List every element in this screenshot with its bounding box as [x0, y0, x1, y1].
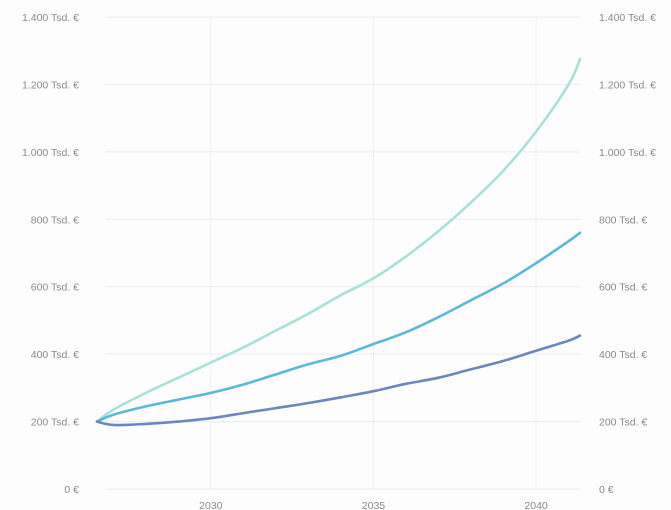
- y-tick-label-left-4: 800 Tsd. €: [31, 214, 79, 226]
- y-tick-label-left-3: 600 Tsd. €: [31, 282, 79, 294]
- y-tick-label-left-5: 1.000 Tsd. €: [22, 147, 79, 159]
- y-tick-label-right-0: 0 €: [599, 484, 614, 496]
- x-tick-label-2040: 2040: [524, 500, 548, 510]
- y-tick-label-left-0: 0 €: [64, 484, 79, 496]
- series-line-1: [95, 57, 582, 423]
- series-line-2: [95, 231, 582, 423]
- y-tick-label-right-2: 400 Tsd. €: [599, 349, 647, 361]
- y-tick-label-right-6: 1.200 Tsd. €: [599, 79, 656, 91]
- y-tick-label-right-3: 600 Tsd. €: [599, 282, 647, 294]
- y-tick-label-right-7: 1.400 Tsd. €: [599, 12, 656, 24]
- y-tick-label-right-5: 1.000 Tsd. €: [599, 147, 656, 159]
- y-tick-label-right-1: 200 Tsd. €: [599, 417, 647, 429]
- y-tick-label-left-1: 200 Tsd. €: [31, 417, 79, 429]
- y-tick-label-left-7: 1.400 Tsd. €: [22, 12, 79, 24]
- x-tick-label-2030: 2030: [199, 500, 223, 510]
- y-tick-label-right-4: 800 Tsd. €: [599, 214, 647, 226]
- y-tick-label-left-6: 1.200 Tsd. €: [22, 79, 79, 91]
- series-line-3: [95, 334, 582, 427]
- x-tick-label-2035: 2035: [362, 500, 386, 510]
- y-tick-label-left-2: 400 Tsd. €: [31, 349, 79, 361]
